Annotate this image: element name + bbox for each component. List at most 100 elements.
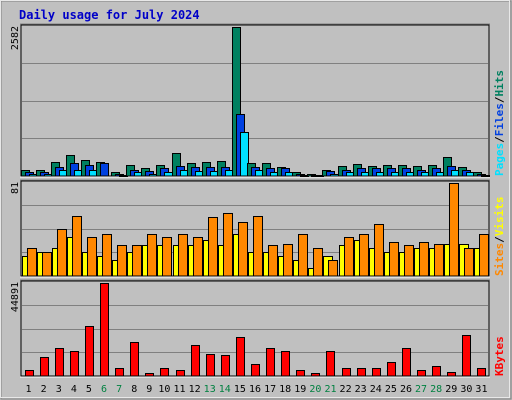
day-label: 23 <box>355 384 367 395</box>
day-label: 21 <box>324 384 336 395</box>
bar-kbytes <box>221 355 230 377</box>
day-label: 5 <box>86 384 92 395</box>
day-label: 3 <box>56 384 62 395</box>
bar-kbytes <box>55 348 64 377</box>
day-label: 27 <box>415 384 427 395</box>
bar-kbytes <box>342 368 351 377</box>
day-label: 4 <box>71 384 77 395</box>
bar-sites <box>404 245 414 277</box>
day-label: 15 <box>234 384 246 395</box>
day-label: 9 <box>146 384 152 395</box>
day-label: 20 <box>309 384 321 395</box>
bar-sites <box>419 242 429 277</box>
bar-kbytes <box>70 351 79 377</box>
day-label: 30 <box>460 384 472 395</box>
bar-sites <box>464 248 474 277</box>
bar-sites <box>283 244 293 277</box>
bar-kbytes <box>296 370 305 377</box>
bar-sites <box>389 242 399 277</box>
bar-sites <box>268 245 278 277</box>
day-label: 8 <box>131 384 137 395</box>
bar-kbytes <box>206 354 215 377</box>
legend-separator: / <box>493 136 506 143</box>
bar-sites <box>434 244 444 277</box>
chart-title: Daily usage for July 2024 <box>19 8 200 22</box>
bar-sites <box>313 248 323 277</box>
bar-kbytes <box>266 348 275 377</box>
day-labels: 1 2 3 4 5 6 7 8 9 10 11 12 13 14 15 16 17 18 19 20 21 22 23 24 2… <box>26 384 488 395</box>
day-label: 6 <box>101 384 107 395</box>
bar-sites <box>359 234 369 277</box>
bar-pages <box>481 175 490 177</box>
day-label: 24 <box>370 384 382 395</box>
day-label: 31 <box>475 384 487 395</box>
day-label: 22 <box>340 384 352 395</box>
bar-sites <box>178 234 188 277</box>
bar-sites <box>479 234 489 277</box>
day-label: 28 <box>430 384 442 395</box>
bar-sites <box>298 234 308 277</box>
legend-pages: Pages <box>493 143 506 176</box>
legend-hits: Hits <box>493 70 506 97</box>
legend-separator: / <box>493 96 506 103</box>
bar-kbytes <box>236 337 245 377</box>
bar-pages <box>240 132 249 177</box>
legend-kbytes: KBytes <box>493 336 506 376</box>
day-label: 18 <box>279 384 291 395</box>
day-label: 17 <box>264 384 276 395</box>
legend-files: Files <box>493 103 506 136</box>
bar-sites <box>132 245 142 277</box>
panel-legend: Sites/Visits <box>493 197 506 277</box>
bar-sites <box>238 222 248 277</box>
bar-sites <box>162 237 172 277</box>
bar-sites <box>193 237 203 277</box>
bar-kbytes <box>281 351 290 377</box>
bar-kbytes <box>160 368 169 377</box>
bar-sites <box>208 217 218 277</box>
bar-kbytes <box>251 364 260 377</box>
bar-pages <box>164 172 173 177</box>
bar-sites <box>147 234 157 277</box>
bar-kbytes <box>387 362 396 377</box>
bar-kbytes <box>85 326 94 377</box>
bar-sites <box>449 183 459 277</box>
kbytes-panel: 44891 KBytes <box>10 279 506 378</box>
bar-kbytes <box>145 373 154 377</box>
legend-visits: Visits <box>493 197 506 237</box>
bar-sites <box>57 229 67 277</box>
day-label: 10 <box>158 384 170 395</box>
day-label: 26 <box>400 384 412 395</box>
bar-kbytes <box>357 368 366 377</box>
day-label: 13 <box>204 384 216 395</box>
bar-kbytes <box>326 351 335 377</box>
bar-kbytes <box>372 368 381 377</box>
bar-sites <box>102 234 112 277</box>
day-label: 16 <box>249 384 261 395</box>
day-label: 29 <box>445 384 457 395</box>
day-label: 19 <box>294 384 306 395</box>
day-label: 7 <box>116 384 122 395</box>
day-label: 12 <box>189 384 201 395</box>
bar-files <box>100 163 109 177</box>
bar-sites <box>328 260 338 277</box>
bar-sites <box>72 216 82 277</box>
day-label: 25 <box>385 384 397 395</box>
bar-kbytes <box>130 342 139 377</box>
legend-sites: Sites <box>493 243 506 276</box>
bar-kbytes <box>100 283 109 377</box>
day-label: 2 <box>41 384 47 395</box>
bar-kbytes <box>191 345 200 377</box>
day-label: 1 <box>26 384 32 395</box>
visits-panel: 81 Sites/Visits <box>10 179 506 278</box>
bar-kbytes <box>25 370 34 377</box>
bar-sites <box>27 248 37 277</box>
panel-frame <box>20 24 490 177</box>
y-max-label: 2582 <box>10 26 21 50</box>
bar-sites <box>374 224 384 277</box>
bar-sites <box>253 216 263 277</box>
bar-kbytes <box>311 373 320 377</box>
y-max-label: 81 <box>10 182 21 194</box>
bar-kbytes <box>417 370 426 377</box>
panels-group: 2582Pages/Files/Hits81Sites/Visits44891K… <box>10 23 506 378</box>
